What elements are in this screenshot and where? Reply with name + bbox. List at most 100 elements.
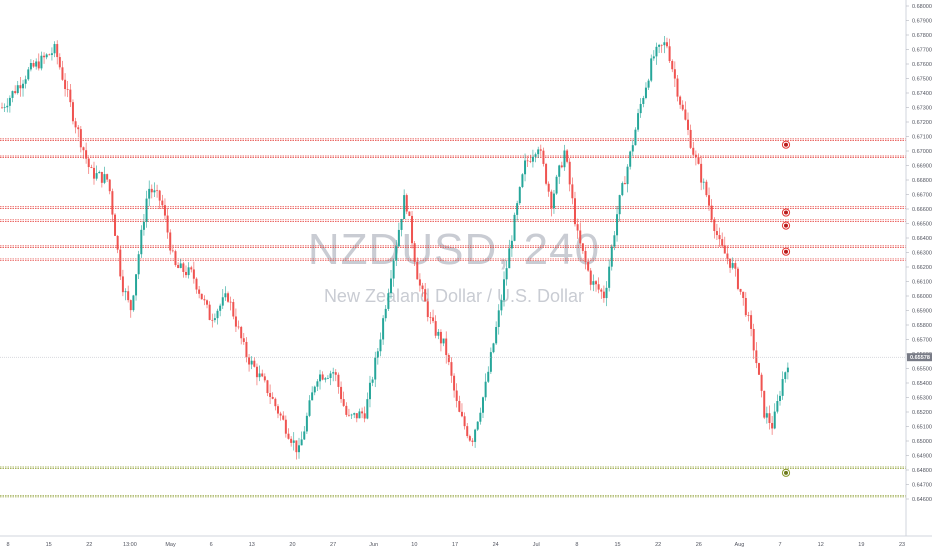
candle-body bbox=[608, 266, 611, 288]
candle-body bbox=[213, 318, 216, 321]
green-alert-circle-icon[interactable] bbox=[781, 468, 791, 477]
candle-body bbox=[771, 422, 774, 429]
candle-body bbox=[263, 376, 266, 381]
price-tick-label: 0.67200 bbox=[912, 120, 932, 126]
candle-body bbox=[206, 300, 209, 305]
candle-body bbox=[137, 254, 140, 275]
candle-body bbox=[581, 243, 584, 251]
candle-body bbox=[718, 235, 721, 240]
candle-body bbox=[305, 415, 308, 432]
candle-body bbox=[195, 278, 198, 290]
candle-body bbox=[106, 174, 109, 180]
candle-body bbox=[642, 97, 645, 104]
candle-body bbox=[778, 395, 781, 402]
price-tick-label: 0.66100 bbox=[912, 280, 932, 286]
candle-body bbox=[163, 205, 166, 216]
candle-body bbox=[153, 190, 156, 193]
price-axis[interactable]: 0.68000 0.67900 0.67800 0.67700 0.67600 0.675… bbox=[905, 0, 932, 536]
candle-body bbox=[555, 176, 558, 194]
candle-body bbox=[382, 318, 385, 340]
time-tick-label: Jul bbox=[533, 542, 540, 548]
candle-body bbox=[166, 215, 169, 233]
candle-body bbox=[303, 431, 306, 440]
candle-body bbox=[595, 281, 598, 285]
candle-body bbox=[358, 411, 361, 419]
candle-body bbox=[208, 304, 211, 320]
red-alert-circle-icon[interactable] bbox=[781, 221, 791, 230]
candle-body bbox=[116, 235, 119, 250]
time-axis[interactable]: 8 15 22 13:00 May 6 13 20 27 Jun 10 17 24 Jul 8 15 22 26 A… bbox=[0, 535, 932, 548]
candle-body bbox=[182, 263, 185, 272]
red-alert-circle-icon[interactable] bbox=[781, 247, 791, 256]
candle-body bbox=[127, 291, 130, 301]
candle-body bbox=[660, 44, 663, 46]
candle-body bbox=[245, 341, 248, 358]
red-alert-circle-icon[interactable] bbox=[781, 208, 791, 217]
candle-body bbox=[158, 190, 161, 201]
current-price-badge bbox=[907, 353, 932, 362]
price-tick-label: 0.66800 bbox=[912, 178, 932, 184]
candle-body bbox=[308, 400, 311, 416]
candle-body bbox=[224, 293, 227, 298]
candle-body bbox=[626, 166, 629, 185]
candle-body bbox=[74, 121, 77, 128]
price-tick-label: 0.64800 bbox=[912, 468, 932, 474]
time-tick-label: 15 bbox=[46, 542, 52, 548]
candle-body bbox=[1, 107, 3, 109]
candle-body bbox=[14, 91, 17, 94]
candle-body bbox=[58, 57, 61, 68]
candle-body bbox=[129, 300, 132, 311]
candle-body bbox=[497, 310, 500, 328]
candle-body bbox=[750, 315, 753, 329]
candle-body bbox=[692, 147, 695, 155]
candle-body bbox=[100, 171, 103, 183]
candle-body bbox=[85, 150, 88, 159]
candle-body bbox=[363, 413, 366, 419]
time-tick-label: 8 bbox=[575, 542, 578, 548]
candle-body bbox=[71, 102, 74, 122]
candle-body bbox=[121, 276, 124, 293]
candle-body bbox=[242, 338, 245, 342]
candle-body bbox=[602, 291, 605, 299]
candle-body bbox=[98, 171, 101, 174]
candle-body bbox=[505, 268, 508, 280]
candle-body bbox=[439, 331, 442, 344]
candle-body bbox=[342, 399, 345, 406]
candle-body bbox=[37, 61, 40, 69]
candle-body bbox=[476, 421, 479, 430]
candle-body bbox=[418, 279, 421, 286]
candle-body bbox=[198, 289, 201, 294]
candle-body bbox=[621, 183, 624, 196]
candle-body bbox=[61, 67, 64, 80]
candle-body bbox=[221, 297, 224, 306]
candle-body bbox=[82, 147, 85, 151]
candle-body bbox=[287, 433, 290, 439]
candle-body bbox=[203, 299, 206, 301]
candle-body bbox=[389, 278, 392, 294]
candle-body bbox=[108, 179, 111, 192]
price-tick-label: 0.66700 bbox=[912, 193, 932, 199]
price-tick-label: 0.65900 bbox=[912, 309, 932, 315]
candle-body bbox=[639, 103, 642, 114]
candle-body bbox=[290, 438, 293, 443]
price-tick-label: 0.67800 bbox=[912, 33, 932, 39]
candle-body bbox=[702, 181, 705, 183]
candle-body bbox=[177, 264, 180, 269]
candle-body bbox=[250, 360, 253, 365]
candle-body bbox=[171, 250, 174, 252]
price-tick-label: 0.66000 bbox=[912, 294, 932, 300]
red-alert-circle-icon[interactable] bbox=[781, 140, 791, 149]
price-tick-label: 0.68000 bbox=[912, 4, 932, 10]
time-tick-label: 26 bbox=[696, 542, 702, 548]
price-tick-label: 0.65800 bbox=[912, 323, 932, 329]
candle-body bbox=[132, 295, 135, 311]
candle-body bbox=[411, 215, 414, 244]
time-tick-label: 6 bbox=[210, 542, 213, 548]
candle-body bbox=[734, 263, 737, 269]
price-tick-label: 0.66900 bbox=[912, 164, 932, 170]
candle-body bbox=[450, 362, 453, 376]
candle-body bbox=[426, 301, 429, 318]
candle-body bbox=[663, 42, 666, 46]
